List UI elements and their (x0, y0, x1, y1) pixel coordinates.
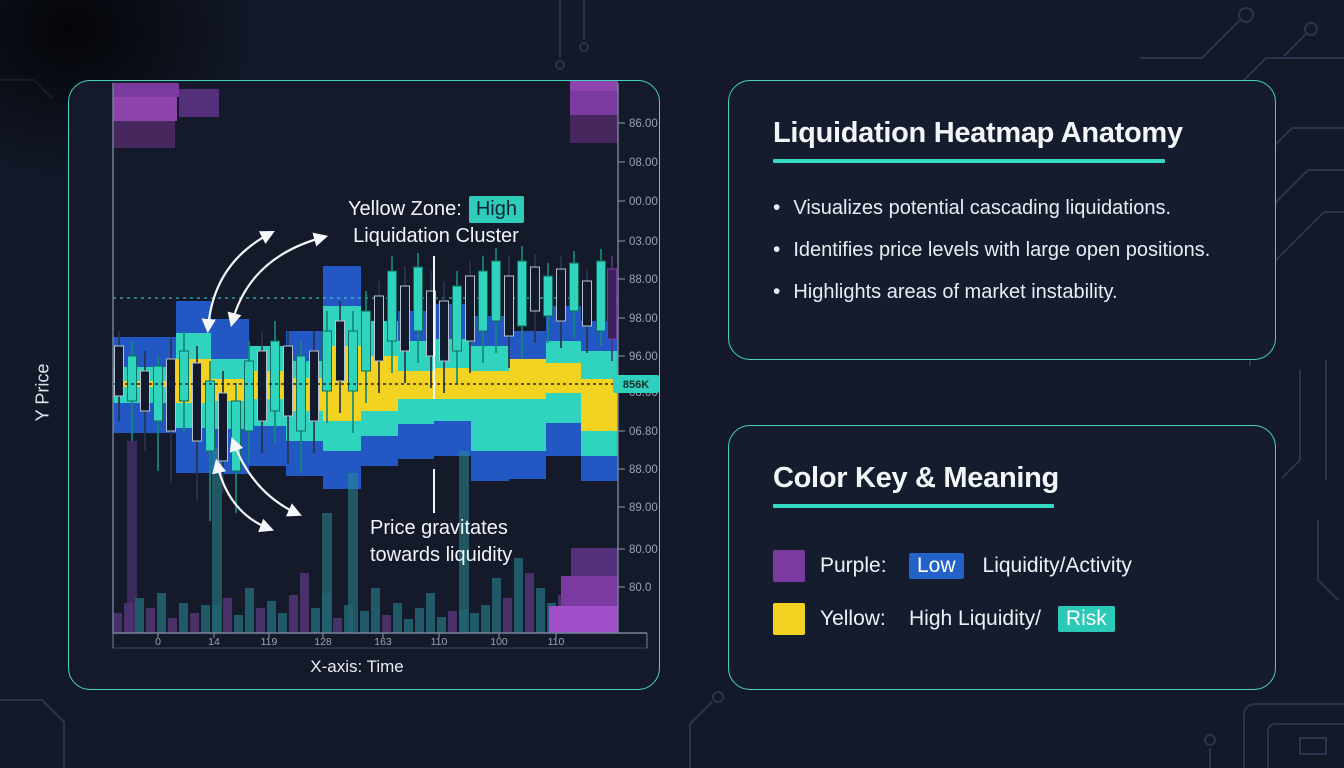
bullet-text: Visualizes potential cascading liquidati… (793, 197, 1172, 219)
svg-text:96.00: 96.00 (629, 351, 658, 363)
bullet-text: Identifies price levels with large open … (793, 239, 1211, 261)
key-description-text: High Liquidity/ (909, 607, 1041, 630)
svg-text:163: 163 (374, 636, 392, 648)
bullet-item: • Identifies price levels with large open… (773, 239, 1231, 262)
svg-text:00.00: 00.00 (629, 196, 658, 208)
gravitates-line2: towards liquidity (370, 544, 513, 566)
svg-text:03.00: 03.00 (629, 236, 658, 248)
title-underline (773, 504, 1054, 508)
axes-layer (112, 83, 648, 649)
gravitates-line1: Price gravitates (370, 517, 508, 539)
y-axis-ticks: 86.0008.0000.0003.0088.0098.0096.0008.00… (618, 118, 658, 594)
yellow-zone-text-line2: Liquidation Cluster (353, 225, 519, 247)
y-axis-label: Y Price (32, 363, 53, 422)
svg-text:08.00: 08.00 (629, 157, 658, 169)
price-gravitates-annotation: Price gravitates towards liquidity (370, 515, 512, 569)
yellow-zone-text: Yellow Zone: (348, 198, 462, 220)
x-axis-ticks: 0 14 119 128 163 110 100 110 (155, 633, 565, 648)
yellow-zone-annotation: Yellow Zone: High Liquidation Cluster (281, 196, 591, 250)
bullet-dot: • (773, 280, 781, 303)
color-swatch (773, 603, 805, 635)
svg-text:88.00: 88.00 (629, 274, 658, 286)
high-highlight: High (468, 196, 524, 223)
color-key-title: Color Key & Meaning (773, 462, 1059, 494)
color-key-row: Purple: Low Liquidity/Activity (773, 550, 1231, 582)
volume-bars-layer (113, 558, 611, 633)
color-swatch (773, 550, 805, 582)
svg-text:119: 119 (261, 636, 278, 648)
bullet-dot: • (773, 238, 781, 261)
purple-low-liquidity-blocks-top (113, 81, 618, 148)
svg-text:856K: 856K (623, 379, 649, 391)
highlighted-term: Risk (1057, 606, 1115, 632)
color-key-panel: Color Key & Meaning Purple: Low Liquidity/… (728, 425, 1276, 690)
heatmap-chart-panel: 86.0008.0000.0003.0088.0098.0096.0008.00… (68, 80, 660, 690)
bullet-item: • Visualizes potential cascading liquidat… (773, 197, 1231, 220)
color-key-row: Yellow: High Liquidity/Risk (773, 603, 1231, 635)
svg-text:110: 110 (548, 636, 565, 648)
x-axis-caption: X-axis: Time (310, 657, 404, 676)
svg-text:89.00: 89.00 (629, 502, 658, 514)
svg-text:88.00: 88.00 (629, 464, 658, 476)
liquidation-heatmap-chart: 86.0008.0000.0003.0088.0098.0096.0008.00… (112, 81, 659, 649)
anatomy-title: Liquidation Heatmap Anatomy (773, 117, 1183, 149)
svg-text:128: 128 (314, 636, 332, 648)
gravitation-arrows (201, 231, 329, 533)
candlesticks-layer (114, 246, 617, 521)
anatomy-panel: Liquidation Heatmap Anatomy • Visualizes … (728, 80, 1276, 360)
svg-text:0: 0 (155, 636, 161, 648)
svg-text:14: 14 (208, 636, 220, 648)
svg-text:86.00: 86.00 (629, 118, 658, 130)
liquidity-spikes-layer (127, 441, 469, 633)
svg-text:80.0: 80.0 (629, 582, 651, 594)
bullet-dot: • (773, 196, 781, 219)
highlighted-term: Low (909, 553, 964, 579)
color-name-label: Yellow: (820, 607, 886, 630)
purple-low-liquidity-blocks-bottom (549, 548, 618, 633)
title-underline (773, 159, 1165, 163)
svg-text:06.80: 06.80 (629, 426, 658, 438)
svg-text:110: 110 (431, 636, 448, 648)
key-description-text: Liquidity/Activity (982, 554, 1132, 577)
svg-text:80.00: 80.00 (629, 544, 658, 556)
anatomy-bullet-list: • Visualizes potential cascading liquidat… (773, 197, 1231, 304)
bullet-item: • Highlights areas of market instability. (773, 281, 1231, 304)
current-price-tag: 856K (613, 375, 659, 393)
svg-text:98.00: 98.00 (629, 313, 658, 325)
bullet-text: Highlights areas of market instability. (793, 281, 1118, 303)
current-price-line (113, 381, 613, 387)
svg-text:100: 100 (490, 636, 508, 648)
color-key-rows: Purple: Low Liquidity/Activity Yellow: High … (773, 550, 1231, 635)
color-name-label: Purple: (820, 554, 887, 577)
